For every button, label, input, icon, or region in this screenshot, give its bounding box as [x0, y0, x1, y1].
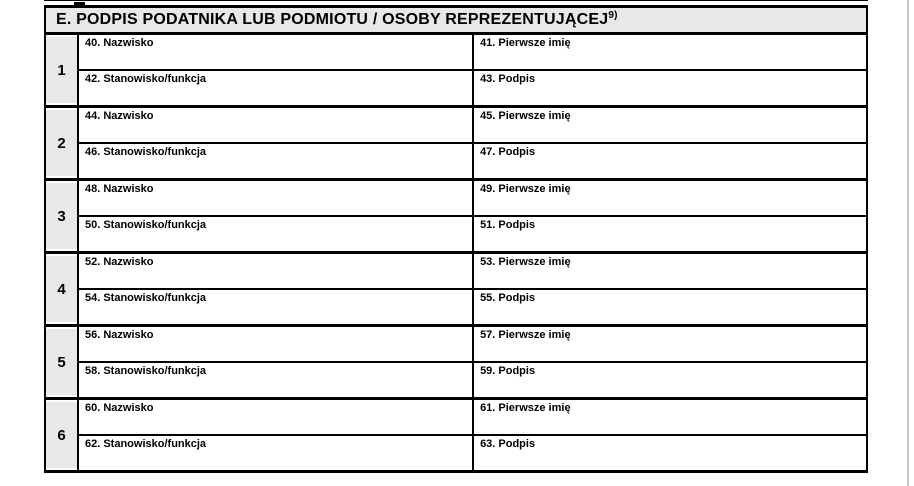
field-pierwsze-imie[interactable]: 49. Pierwsze imię: [474, 181, 866, 215]
field-label: 43. Podpis: [480, 73, 536, 85]
field-podpis[interactable]: 59. Podpis: [474, 363, 866, 397]
field-label: 56. Nazwisko: [85, 329, 154, 341]
sub-row: 46. Stanowisko/funkcja 47. Podpis: [79, 144, 866, 178]
row-number-bg: [46, 329, 77, 395]
row-number-cell: 3: [46, 181, 79, 251]
field-label: 44. Nazwisko: [85, 110, 154, 122]
row-fields: 48. Nazwisko 49. Pierwsze imię 50. Stano…: [79, 181, 866, 251]
row-number: 6: [57, 426, 66, 444]
field-nazwisko[interactable]: 56. Nazwisko: [79, 327, 475, 361]
field-label: 59. Podpis: [480, 365, 536, 377]
field-label: 58. Stanowisko/funkcja: [85, 365, 207, 377]
row-number: 2: [57, 134, 66, 152]
field-label: 57. Pierwsze imię: [480, 329, 571, 341]
field-label: 41. Pierwsze imię: [480, 37, 571, 49]
row-number: 4: [57, 280, 66, 298]
field-label: 51. Podpis: [480, 219, 536, 231]
row-number-cell: 6: [46, 400, 79, 470]
row-number-bg: [46, 37, 77, 103]
sub-row: 60. Nazwisko 61. Pierwsze imię: [79, 400, 866, 436]
sub-row: 48. Nazwisko 49. Pierwsze imię: [79, 181, 866, 217]
field-label: 53. Pierwsze imię: [480, 256, 571, 268]
field-label: 54. Stanowisko/funkcja: [85, 292, 207, 304]
sub-row: 52. Nazwisko 53. Pierwsze imię: [79, 254, 866, 290]
sub-row: 54. Stanowisko/funkcja 55. Podpis: [79, 290, 866, 324]
field-label: 55. Podpis: [480, 292, 536, 304]
row-number-cell: 4: [46, 254, 79, 324]
field-pierwsze-imie[interactable]: 41. Pierwsze imię: [474, 35, 866, 69]
signatory-row-1: 1 40. Nazwisko 41. Pierwsze imię 42. Sta…: [44, 35, 868, 108]
row-fields: 44. Nazwisko 45. Pierwsze imię 46. Stano…: [79, 108, 866, 178]
field-label: 45. Pierwsze imię: [480, 110, 571, 122]
row-fields: 40. Nazwisko 41. Pierwsze imię 42. Stano…: [79, 35, 866, 105]
field-label: 60. Nazwisko: [85, 402, 154, 414]
field-nazwisko[interactable]: 52. Nazwisko: [79, 254, 475, 288]
field-podpis[interactable]: 47. Podpis: [474, 144, 866, 178]
field-podpis[interactable]: 55. Podpis: [474, 290, 866, 324]
top-divider-thin: [44, 0, 868, 1]
section-title: E. PODPIS PODATNIKA LUB PODMIOTU / OSOBY…: [56, 11, 609, 28]
row-number-bg: [46, 110, 77, 176]
field-label: 61. Pierwsze imię: [480, 402, 571, 414]
section-e-form: E. PODPIS PODATNIKA LUB PODMIOTU / OSOBY…: [44, 0, 868, 473]
page-edge-line: [907, 0, 909, 486]
sub-row: 44. Nazwisko 45. Pierwsze imię: [79, 108, 866, 144]
row-number-cell: 5: [46, 327, 79, 397]
field-label: 49. Pierwsze imię: [480, 183, 571, 195]
sub-row: 58. Stanowisko/funkcja 59. Podpis: [79, 363, 866, 397]
field-stanowisko[interactable]: 58. Stanowisko/funkcja: [79, 363, 475, 397]
sub-row: 50. Stanowisko/funkcja 51. Podpis: [79, 217, 866, 251]
row-number: 5: [57, 353, 66, 371]
field-podpis[interactable]: 63. Podpis: [474, 436, 866, 470]
field-stanowisko[interactable]: 54. Stanowisko/funkcja: [79, 290, 475, 324]
field-nazwisko[interactable]: 48. Nazwisko: [79, 181, 475, 215]
sub-row: 42. Stanowisko/funkcja 43. Podpis: [79, 71, 866, 105]
top-divider-thick: [44, 5, 868, 8]
field-stanowisko[interactable]: 42. Stanowisko/funkcja: [79, 71, 475, 105]
row-fields: 56. Nazwisko 57. Pierwsze imię 58. Stano…: [79, 327, 866, 397]
top-border-artifact: [74, 2, 85, 5]
row-fields: 60. Nazwisko 61. Pierwsze imię 62. Stano…: [79, 400, 866, 470]
field-pierwsze-imie[interactable]: 57. Pierwsze imię: [474, 327, 866, 361]
signatory-row-6: 6 60. Nazwisko 61. Pierwsze imię 62. Sta…: [44, 400, 868, 473]
field-label: 50. Stanowisko/funkcja: [85, 219, 207, 231]
field-stanowisko[interactable]: 62. Stanowisko/funkcja: [79, 436, 475, 470]
section-header: E. PODPIS PODATNIKA LUB PODMIOTU / OSOBY…: [44, 8, 868, 35]
row-number-bg: [46, 256, 77, 322]
field-label: 46. Stanowisko/funkcja: [85, 146, 207, 158]
field-label: 52. Nazwisko: [85, 256, 154, 268]
row-number: 1: [57, 61, 66, 79]
field-label: 47. Podpis: [480, 146, 536, 158]
signatory-row-5: 5 56. Nazwisko 57. Pierwsze imię 58. Sta…: [44, 327, 868, 400]
field-stanowisko[interactable]: 50. Stanowisko/funkcja: [79, 217, 475, 251]
top-gap: [44, 1, 868, 5]
sub-row: 62. Stanowisko/funkcja 63. Podpis: [79, 436, 866, 470]
row-number-bg: [46, 402, 77, 468]
field-stanowisko[interactable]: 46. Stanowisko/funkcja: [79, 144, 475, 178]
signatory-row-2: 2 44. Nazwisko 45. Pierwsze imię 46. Sta…: [44, 108, 868, 181]
field-pierwsze-imie[interactable]: 61. Pierwsze imię: [474, 400, 866, 434]
sub-row: 40. Nazwisko 41. Pierwsze imię: [79, 35, 866, 71]
field-podpis[interactable]: 51. Podpis: [474, 217, 866, 251]
field-label: 40. Nazwisko: [85, 37, 154, 49]
section-title-footnote: 9): [608, 9, 618, 21]
sub-row: 56. Nazwisko 57. Pierwsze imię: [79, 327, 866, 363]
row-number-cell: 1: [46, 35, 79, 105]
field-label: 42. Stanowisko/funkcja: [85, 73, 207, 85]
field-nazwisko[interactable]: 40. Nazwisko: [79, 35, 475, 69]
row-number: 3: [57, 207, 66, 225]
row-fields: 52. Nazwisko 53. Pierwsze imię 54. Stano…: [79, 254, 866, 324]
field-label: 63. Podpis: [480, 438, 536, 450]
field-label: 62. Stanowisko/funkcja: [85, 438, 207, 450]
field-pierwsze-imie[interactable]: 45. Pierwsze imię: [474, 108, 866, 142]
row-number-bg: [46, 183, 77, 249]
field-podpis[interactable]: 43. Podpis: [474, 71, 866, 105]
field-nazwisko[interactable]: 44. Nazwisko: [79, 108, 475, 142]
field-pierwsze-imie[interactable]: 53. Pierwsze imię: [474, 254, 866, 288]
field-nazwisko[interactable]: 60. Nazwisko: [79, 400, 475, 434]
signatory-row-4: 4 52. Nazwisko 53. Pierwsze imię 54. Sta…: [44, 254, 868, 327]
row-number-cell: 2: [46, 108, 79, 178]
signatory-row-3: 3 48. Nazwisko 49. Pierwsze imię 50. Sta…: [44, 181, 868, 254]
field-label: 48. Nazwisko: [85, 183, 154, 195]
